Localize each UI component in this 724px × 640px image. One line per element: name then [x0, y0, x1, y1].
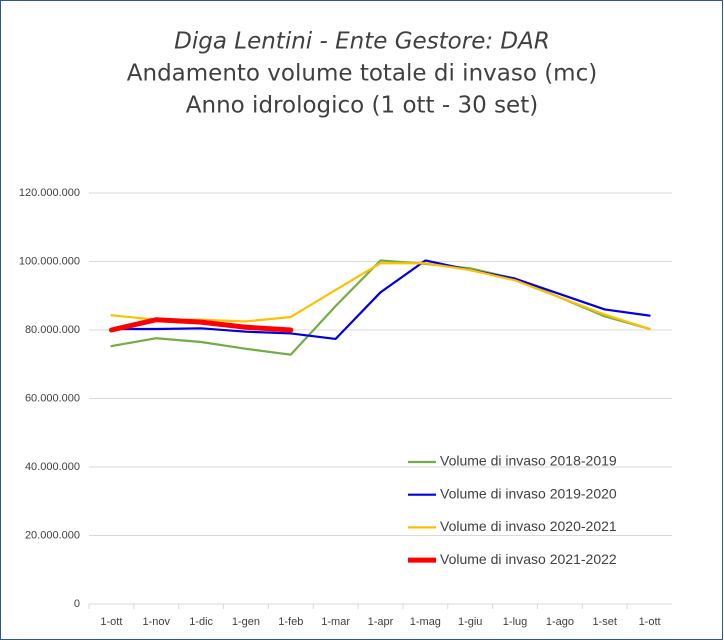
chart-title: Anno idrologico (1 ott - 30 set): [186, 93, 538, 119]
y-tick-label: 100.000.000: [19, 255, 80, 267]
x-tick-label: 1-dic: [189, 616, 213, 628]
y-tick-label: 40.000.000: [25, 461, 80, 473]
legend-label: Volume di invaso 2019-2020: [440, 485, 617, 501]
legend-label: Volume di invaso 2018-2019: [440, 453, 617, 469]
x-tick-label: 1-ott: [100, 616, 122, 628]
x-tick-label: 1-set: [592, 616, 616, 628]
chart-title: Diga Lentini - Ente Gestore: DAR: [174, 29, 550, 55]
x-tick-label: 1-ago: [546, 616, 574, 628]
y-tick-label: 20.000.000: [25, 529, 80, 541]
legend-label: Volume di invaso 2021-2022: [440, 551, 617, 567]
y-tick-label: 0: [74, 598, 80, 610]
x-tick-label: 1-nov: [143, 616, 171, 628]
chart-title: Andamento volume totale di invaso (mc): [127, 61, 597, 87]
y-tick-label: 60.000.000: [25, 392, 80, 404]
x-tick-label: 1-lug: [503, 616, 527, 628]
x-tick-label: 1-mag: [410, 616, 441, 628]
x-tick-label: 1-ott: [639, 616, 661, 628]
x-tick-label: 1-gen: [232, 616, 260, 628]
series-line: [108, 317, 294, 333]
y-tick-label: 120.000.000: [19, 187, 80, 199]
x-tick-label: 1-apr: [368, 616, 394, 628]
x-tick-label: 1-mar: [321, 616, 350, 628]
legend-label: Volume di invaso 2020-2021: [440, 518, 617, 534]
y-tick-label: 80.000.000: [25, 324, 80, 336]
series-line: [110, 259, 651, 341]
x-tick-label: 1-giu: [458, 616, 482, 628]
x-tick-label: 1-feb: [278, 616, 303, 628]
